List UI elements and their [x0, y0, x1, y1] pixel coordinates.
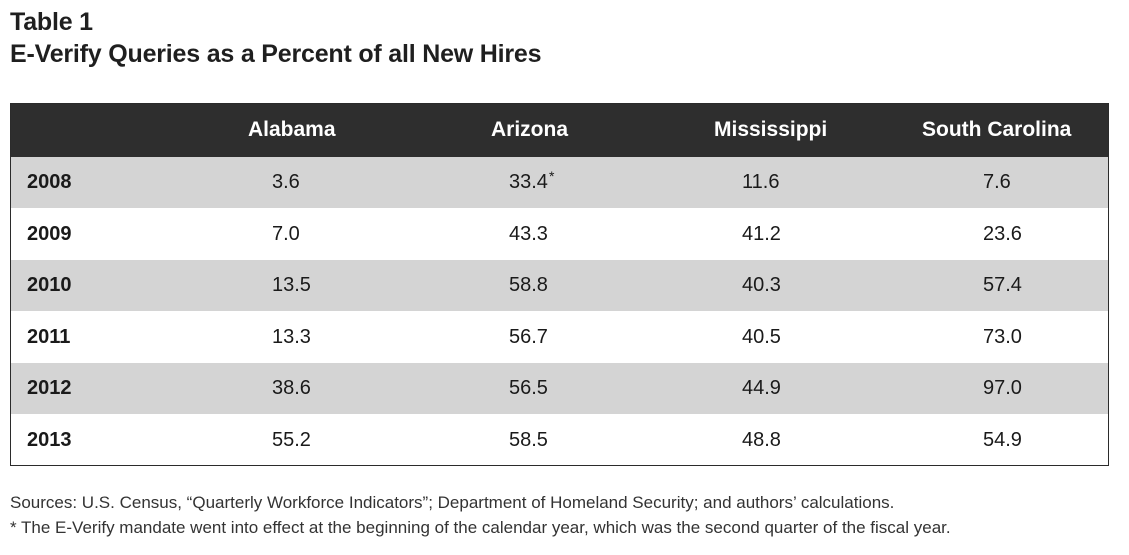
row-year: 2008 [27, 171, 72, 193]
table-row: 2010 13.5 58.8 40.3 57.4 [11, 260, 1108, 311]
table-cell: 11.6 [742, 157, 779, 208]
table-cell: 40.3 [742, 260, 781, 311]
column-header-arizona: Arizona [491, 118, 569, 141]
table-title: E-Verify Queries as a Percent of all New… [10, 40, 542, 68]
row-year: 2010 [27, 274, 72, 296]
cell-value: 43.3 [509, 223, 548, 245]
cell-value: 40.5 [742, 326, 781, 348]
cell-value: 11.6 [742, 171, 780, 193]
table-cell: 7.6 [983, 157, 1011, 208]
table-cell: 56.7 [509, 312, 548, 363]
table-cell: 56.5 [509, 363, 548, 414]
cell-value: 7.6 [983, 171, 1011, 193]
table-cell: 48.8 [742, 415, 781, 466]
table-label: Table 1 [10, 8, 93, 36]
cell-value: 57.4 [983, 274, 1022, 296]
data-table: Alabama Arizona Mississippi South Caroli… [10, 103, 1109, 466]
table-cell: 44.9 [742, 363, 781, 414]
cell-value: 13.3 [272, 326, 311, 348]
table-cell: 13.3 [272, 312, 311, 363]
cell-value: 56.5 [509, 377, 548, 399]
cell-value: 56.7 [509, 326, 548, 348]
table-cell: 73.0 [983, 312, 1022, 363]
row-year: 2009 [27, 223, 72, 245]
table-cell: 38.6 [272, 363, 311, 414]
table-cell: 55.2 [272, 415, 311, 466]
column-header-mississippi: Mississippi [714, 118, 828, 141]
table-header: Alabama Arizona Mississippi South Caroli… [11, 104, 1108, 157]
cell-value: 73.0 [983, 326, 1022, 348]
cell-value: 38.6 [272, 377, 311, 399]
column-header-south-carolina: South Carolina [922, 118, 1072, 141]
table-row: 2009 7.0 43.3 41.2 23.6 [11, 209, 1108, 260]
table-cell: 58.5 [509, 415, 548, 466]
cell-value: 13.5 [272, 274, 311, 296]
table-row: 2008 3.6 33.4* 11.6 7.6 [11, 157, 1108, 208]
cell-value: 58.5 [509, 429, 548, 451]
table-row: 2012 38.6 56.5 44.9 97.0 [11, 363, 1108, 414]
row-year: 2012 [27, 377, 72, 399]
table-cell: 40.5 [742, 312, 781, 363]
table-row: 2011 13.3 56.7 40.5 73.0 [11, 312, 1108, 363]
footnotes: Sources: U.S. Census, “Quarterly Workfor… [10, 490, 951, 540]
table-cell: 57.4 [983, 260, 1022, 311]
table-cell: 58.8 [509, 260, 548, 311]
cell-value: 44.9 [742, 377, 781, 399]
cell-value: 33.4 [509, 171, 548, 193]
table-row: 2013 55.2 58.5 48.8 54.9 [11, 415, 1108, 466]
title-block: Table 1 E-Verify Queries as a Percent of… [10, 6, 542, 70]
cell-value: 3.6 [272, 171, 300, 193]
table-cell: 41.2 [742, 209, 781, 260]
table-cell: 43.3 [509, 209, 548, 260]
cell-value: 40.3 [742, 274, 781, 296]
table-cell: 7.0 [272, 209, 300, 260]
table-cell: 13.5 [272, 260, 311, 311]
cell-value: 54.9 [983, 429, 1022, 451]
table-cell: 3.6 [272, 157, 300, 208]
cell-value: 58.8 [509, 274, 548, 296]
table-cell: 23.6 [983, 209, 1022, 260]
table-cell: 54.9 [983, 415, 1022, 466]
cell-value: 97.0 [983, 377, 1022, 399]
row-year: 2013 [27, 429, 72, 451]
sources-note: Sources: U.S. Census, “Quarterly Workfor… [10, 493, 895, 512]
cell-value: 55.2 [272, 429, 311, 451]
cell-value: 23.6 [983, 223, 1022, 245]
footnote-marker: * [548, 168, 555, 184]
table-cell: 33.4* [509, 157, 554, 208]
asterisk-note: * The E-Verify mandate went into effect … [10, 518, 951, 537]
column-header-alabama: Alabama [248, 118, 336, 141]
table-cell: 97.0 [983, 363, 1022, 414]
cell-value: 41.2 [742, 223, 781, 245]
row-year: 2011 [27, 326, 71, 348]
cell-value: 7.0 [272, 223, 300, 245]
cell-value: 48.8 [742, 429, 781, 451]
